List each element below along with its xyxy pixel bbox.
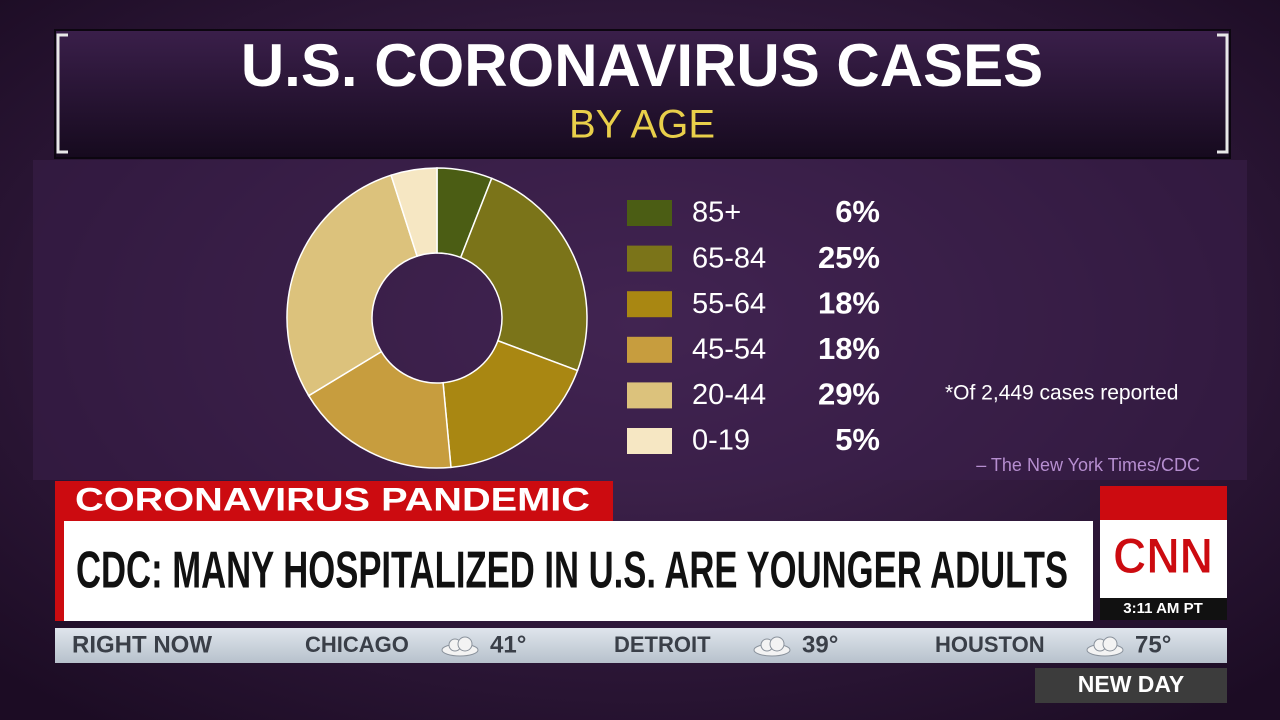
legend-label: 45-54 (692, 333, 766, 365)
title-panel (54, 29, 1231, 159)
city-name: DETROIT (614, 632, 711, 657)
chart-subtitle: BY AGE (569, 103, 715, 147)
weather-icon (753, 636, 791, 657)
donut-slice (442, 339, 579, 469)
legend-swatch (627, 336, 672, 363)
legend-label: 20-44 (692, 379, 766, 411)
legend-label: 85+ (692, 197, 741, 229)
donut-chart (286, 167, 588, 469)
donut-slice (307, 350, 452, 469)
legend: 85+ 6% 65-84 25% 55-64 18% 45-54 18% 20-44 29% 0-1… (627, 194, 880, 457)
chart-source: – The New York Times/CDC (976, 455, 1200, 475)
clock-text: 3:11 AM PT (1123, 600, 1202, 617)
city-temp: 41° (490, 631, 526, 658)
city-name: CHICAGO (305, 632, 409, 657)
show-name: NEW DAY (1078, 671, 1185, 697)
legend-label: 65-84 (692, 242, 766, 274)
city-name: HOUSTON (935, 632, 1045, 657)
weather-icon (441, 636, 479, 657)
value-label: 18% (818, 285, 880, 320)
legend-swatch (627, 291, 672, 318)
headline-text: CDC: MANY HOSPITALIZED IN U.S. ARE YOUNG… (76, 542, 1068, 600)
weather-icon (1086, 636, 1124, 657)
ticker-label: RIGHT NOW (72, 631, 212, 658)
value-label: 5% (835, 422, 880, 457)
chart-note: *Of 2,449 cases reported (945, 382, 1178, 405)
topic-text: CORONAVIRUS PANDEMIC (75, 481, 590, 517)
chart-title: U.S. CORONAVIRUS CASES (241, 32, 1043, 99)
legend-swatch (627, 382, 672, 409)
legend-swatch (627, 428, 672, 454)
city-temp: 39° (802, 631, 838, 658)
city-temp: 75° (1135, 631, 1171, 658)
clock-box (1100, 598, 1227, 620)
legend-swatch (627, 245, 672, 272)
legend-swatch (627, 200, 672, 226)
headline-box (55, 521, 1093, 621)
value-label: 18% (818, 331, 880, 366)
legend-label: 0-19 (692, 425, 750, 457)
legend-label: 55-64 (692, 288, 766, 320)
headline-accent (55, 521, 64, 621)
ticker-bar (55, 628, 1227, 663)
title-brackets (56, 33, 1229, 154)
donut-slice (286, 174, 419, 397)
topic-banner (55, 481, 613, 521)
value-label: 25% (818, 240, 880, 275)
show-box (1035, 668, 1227, 703)
value-label: 6% (835, 194, 880, 229)
value-label: 29% (818, 377, 880, 412)
network-logo: CNN (1113, 528, 1213, 584)
logo-top (1100, 486, 1227, 520)
donut-slice (390, 167, 438, 258)
donut-slice (459, 177, 588, 372)
